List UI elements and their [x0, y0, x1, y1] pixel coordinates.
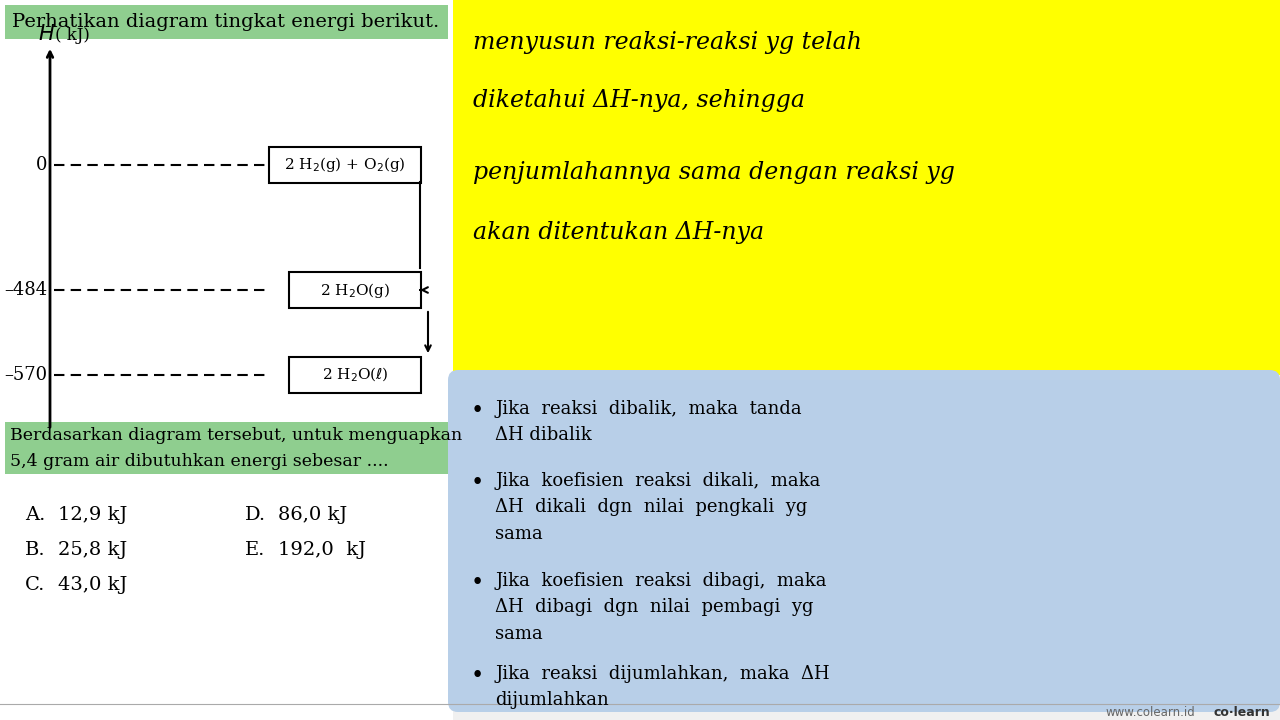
Text: 86,0 kJ: 86,0 kJ — [278, 506, 347, 524]
Text: •: • — [471, 572, 484, 594]
FancyBboxPatch shape — [289, 272, 421, 308]
Text: Jika  koefisien  reaksi  dikali,  maka
ΔH  dikali  dgn  nilai  pengkali  yg
sama: Jika koefisien reaksi dikali, maka ΔH di… — [495, 472, 820, 543]
FancyBboxPatch shape — [5, 5, 448, 39]
Text: A.: A. — [26, 506, 45, 524]
Text: –484: –484 — [4, 281, 47, 299]
Text: 192,0  kJ: 192,0 kJ — [278, 541, 366, 559]
Text: B.: B. — [26, 541, 46, 559]
Text: Jika  reaksi  dijumlahkan,  maka  ΔH
dijumlahkan: Jika reaksi dijumlahkan, maka ΔH dijumla… — [495, 665, 829, 709]
Text: $H$: $H$ — [38, 24, 55, 44]
Text: 5,4 gram air dibutuhkan energi sebesar ....: 5,4 gram air dibutuhkan energi sebesar .… — [10, 452, 389, 469]
Text: akan ditentukan ΔH-nya: akan ditentukan ΔH-nya — [474, 220, 764, 243]
FancyBboxPatch shape — [5, 422, 448, 448]
Text: Jika  reaksi  dibalik,  maka  tanda
ΔH dibalik: Jika reaksi dibalik, maka tanda ΔH dibal… — [495, 400, 801, 444]
Text: 12,9 kJ: 12,9 kJ — [58, 506, 128, 524]
Text: menyusun reaksi-reaksi yg telah: menyusun reaksi-reaksi yg telah — [474, 30, 861, 53]
Text: •: • — [471, 400, 484, 422]
Text: 0: 0 — [36, 156, 47, 174]
Text: 2 H$_2$O($\ell$): 2 H$_2$O($\ell$) — [321, 366, 388, 384]
Text: co·learn: co·learn — [1213, 706, 1270, 719]
Text: C.: C. — [26, 576, 45, 594]
Text: www.colearn.id: www.colearn.id — [1105, 706, 1196, 719]
FancyBboxPatch shape — [269, 147, 421, 183]
Text: Jika  koefisien  reaksi  dibagi,  maka
ΔH  dibagi  dgn  nilai  pembagi  yg
sama: Jika koefisien reaksi dibagi, maka ΔH di… — [495, 572, 827, 643]
Text: D.: D. — [244, 506, 266, 524]
Text: 43,0 kJ: 43,0 kJ — [58, 576, 128, 594]
Text: ( kJ): ( kJ) — [55, 27, 90, 44]
FancyBboxPatch shape — [0, 0, 453, 720]
FancyBboxPatch shape — [5, 448, 448, 474]
Text: 2 H$_2$O(g): 2 H$_2$O(g) — [320, 281, 390, 300]
Text: Perhatikan diagram tingkat energi berikut.: Perhatikan diagram tingkat energi beriku… — [12, 13, 439, 31]
Text: diketahui ΔH-nya, sehingga: diketahui ΔH-nya, sehingga — [474, 89, 805, 112]
Text: Berdasarkan diagram tersebut, untuk menguapkan: Berdasarkan diagram tersebut, untuk meng… — [10, 426, 462, 444]
FancyBboxPatch shape — [453, 0, 1280, 375]
FancyBboxPatch shape — [289, 357, 421, 393]
Text: –570: –570 — [4, 366, 47, 384]
Text: 25,8 kJ: 25,8 kJ — [58, 541, 127, 559]
Text: •: • — [471, 665, 484, 687]
FancyBboxPatch shape — [448, 370, 1280, 712]
Text: penjumlahannya sama dengan reaksi yg: penjumlahannya sama dengan reaksi yg — [474, 161, 955, 184]
Text: •: • — [471, 472, 484, 494]
Text: E.: E. — [244, 541, 265, 559]
Text: 2 H$_2$(g) + O$_2$(g): 2 H$_2$(g) + O$_2$(g) — [284, 156, 406, 174]
